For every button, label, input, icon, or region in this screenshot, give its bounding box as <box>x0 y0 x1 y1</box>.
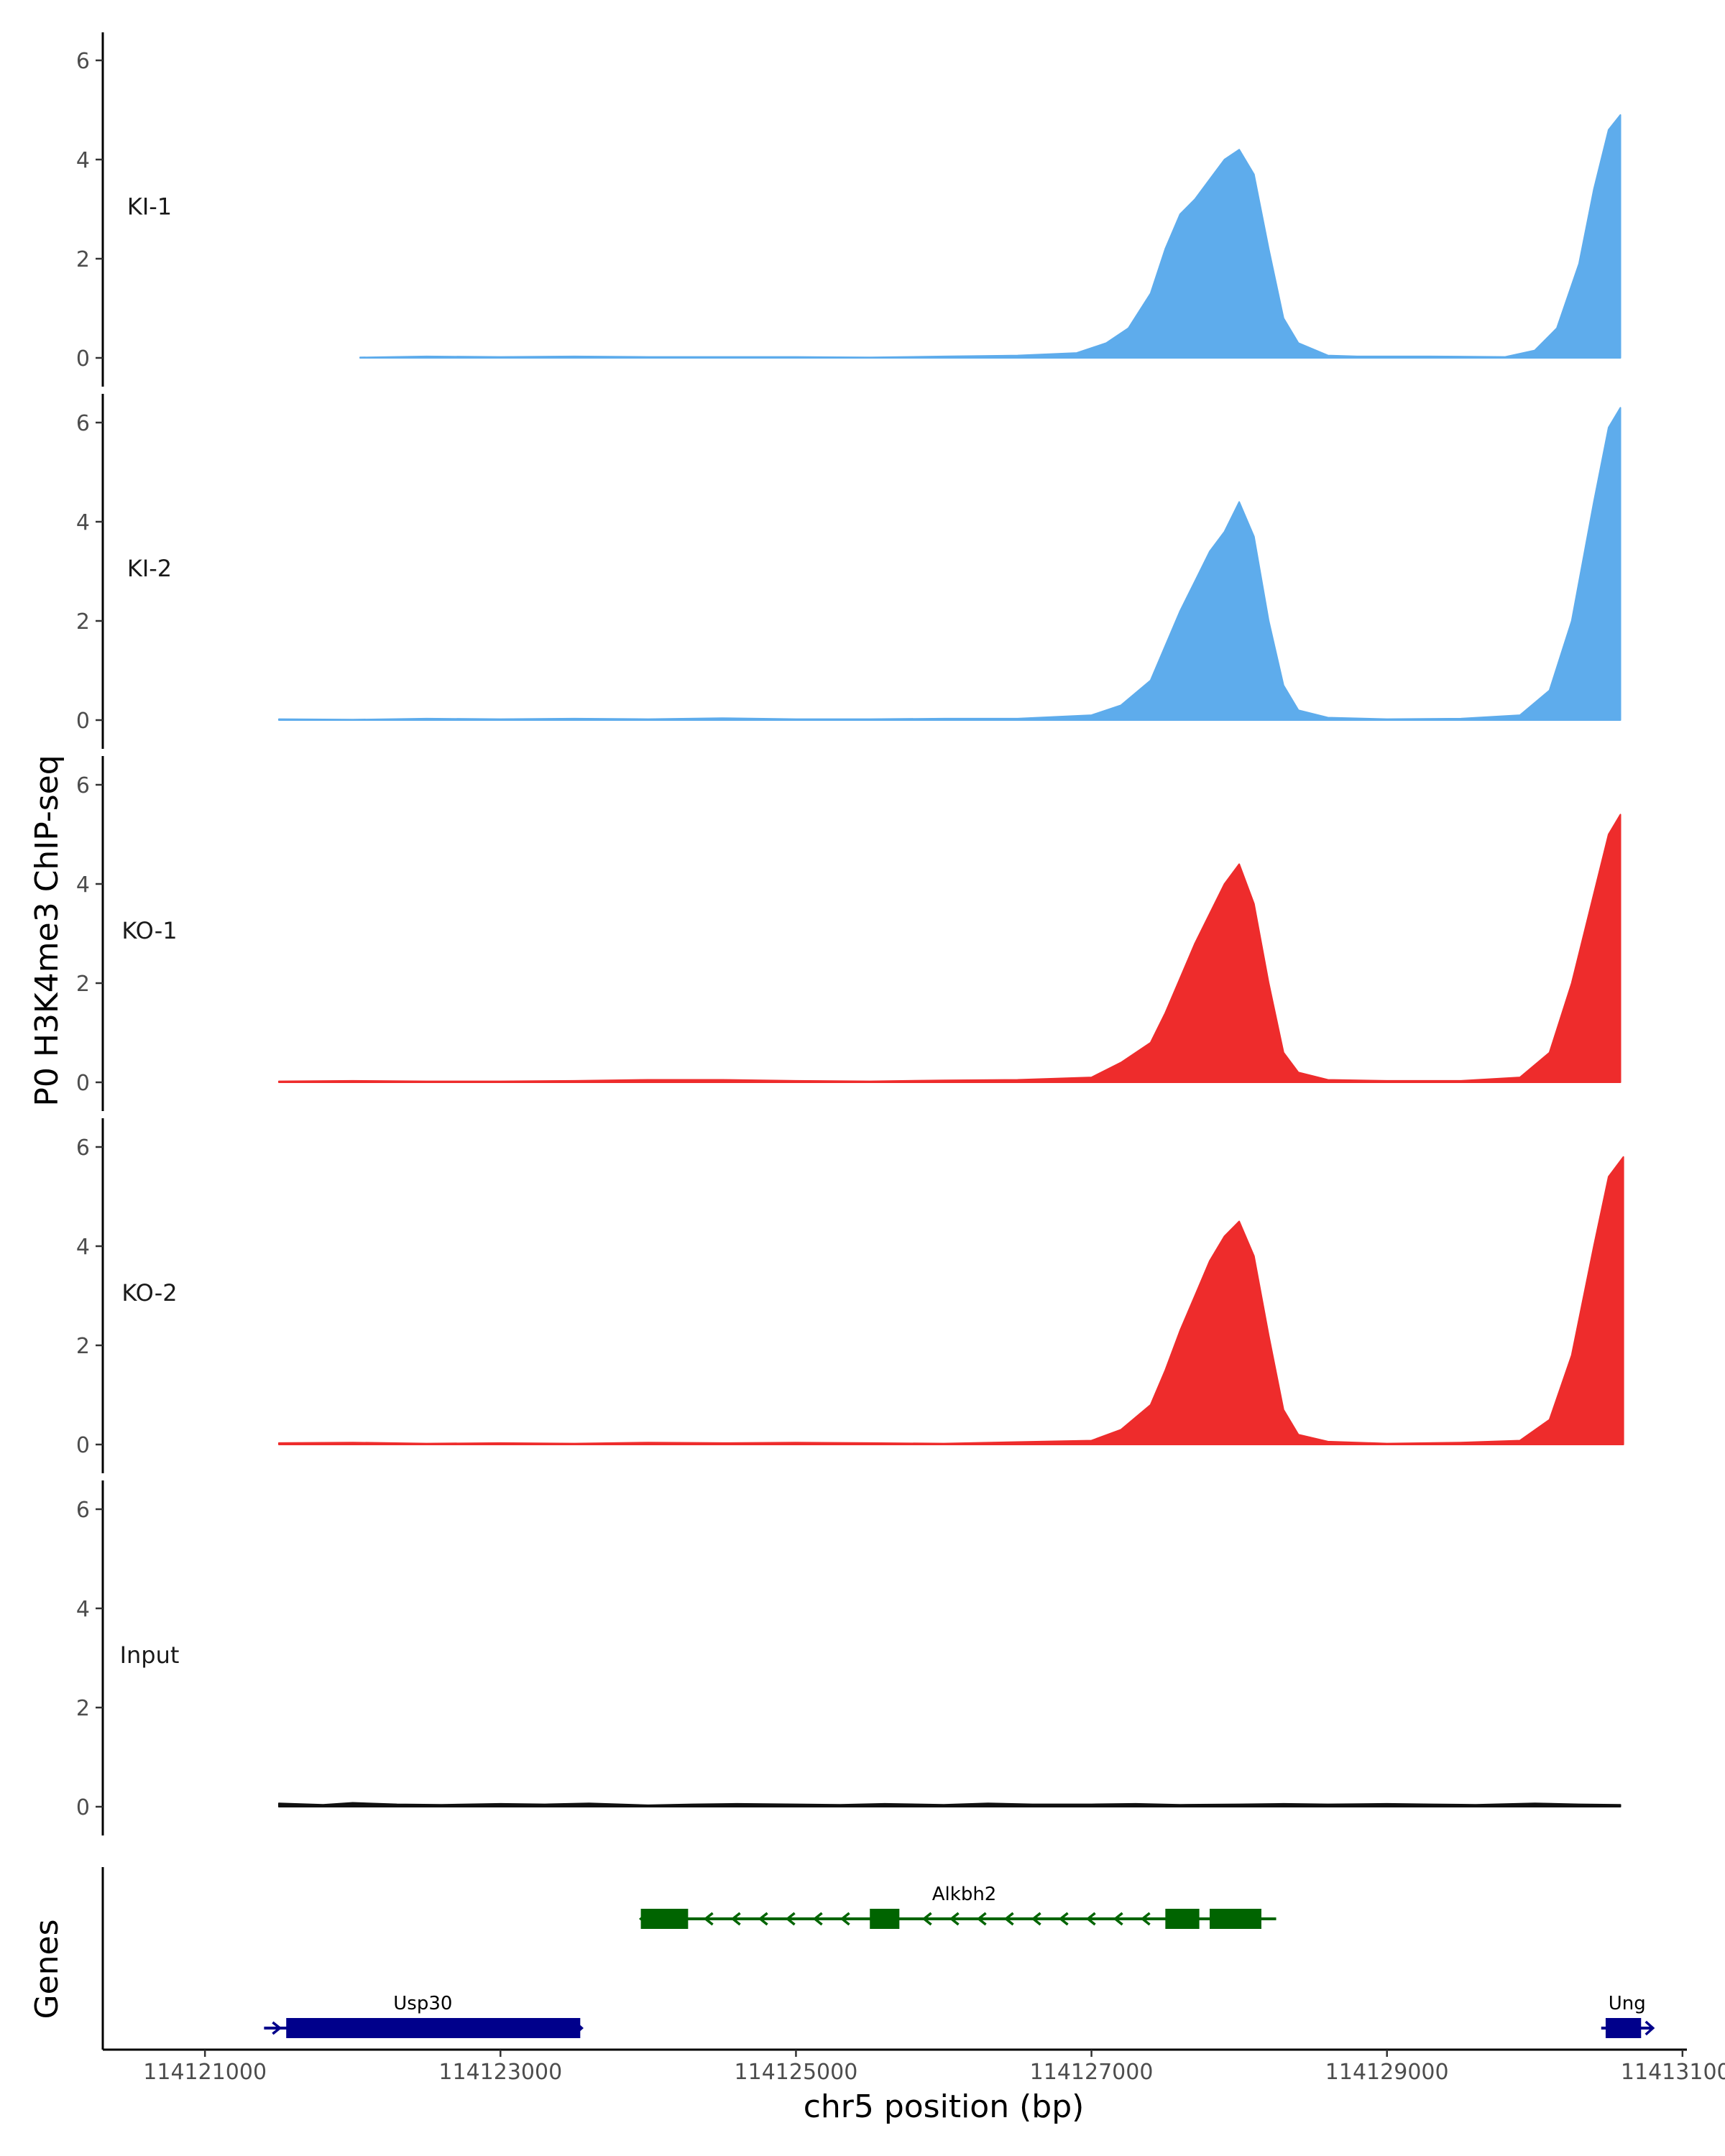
strand-arrow <box>1644 2020 1655 2036</box>
strand-arrow <box>1085 1912 1096 1926</box>
y-tick-label: 0 <box>76 1071 90 1096</box>
signal-area <box>278 407 1622 721</box>
strand-arrow <box>785 1912 796 1926</box>
signal-tracks: 0 2 4 6 KI-1 0 2 4 6 KI-2 0 2 4 6 KO-1 0 2 4 6 KO-2 0 2 4 6 Inpu… <box>76 32 1624 1835</box>
strand-arrow <box>1003 1912 1014 1926</box>
genes-track: Alkbh2 Usp30 Ung <box>101 1867 1655 2050</box>
strand-arrow <box>1113 1912 1123 1926</box>
y-tick-label: 6 <box>76 1498 90 1523</box>
signal-area <box>278 814 1622 1083</box>
signal-area <box>278 1802 1622 1807</box>
strand-arrow <box>921 1912 932 1926</box>
y-tick-label: 4 <box>76 1597 90 1622</box>
strand-arrow <box>730 1912 741 1926</box>
strand-arrow <box>703 1912 714 1926</box>
y-tick-label: 2 <box>76 1696 90 1721</box>
y-tick-label: 2 <box>76 972 90 997</box>
y-tick-label: 4 <box>76 1235 90 1260</box>
gene-exon <box>1605 2018 1642 2038</box>
y-tick-label: 0 <box>76 346 90 372</box>
x-tick-label: 114127000 <box>1030 2060 1154 2085</box>
gene-label: Usp30 <box>393 1993 452 2014</box>
track-label: KO-2 <box>121 1279 177 1307</box>
y-tick-label: 2 <box>76 1334 90 1359</box>
gene-exon <box>1210 1909 1261 1929</box>
signal-area <box>278 1156 1624 1445</box>
y-tick-label: 0 <box>76 1795 90 1820</box>
strand-arrow <box>840 1912 850 1926</box>
strand-arrow <box>758 1912 768 1926</box>
y-tick-label: 6 <box>76 49 90 74</box>
x-tick-label: 114129000 <box>1325 2060 1449 2085</box>
strand-arrow <box>1058 1912 1069 1926</box>
y-tick-label: 2 <box>76 609 90 635</box>
gene-alkbh2: Alkbh2 <box>638 1884 1276 1929</box>
y-tick-label: 4 <box>76 510 90 535</box>
gene-exon <box>1165 1909 1200 1929</box>
gene-exon <box>286 2018 581 2038</box>
y-tick-label: 0 <box>76 1433 90 1458</box>
track-label: KI-1 <box>127 193 172 221</box>
track-ko-2: 0 2 4 6 KO-2 <box>76 1118 1624 1473</box>
y-tick-label: 4 <box>76 148 90 173</box>
y-tick-label: 2 <box>76 247 90 272</box>
strand-arrow <box>272 2021 282 2035</box>
genes-axis-title: Genes <box>29 1919 65 2019</box>
y-tick-label: 6 <box>76 1135 90 1161</box>
track-label: KI-2 <box>127 555 172 582</box>
track-input: 0 2 4 6 Input <box>76 1480 1622 1835</box>
strand-arrow <box>1031 1912 1041 1926</box>
y-tick-label: 4 <box>76 872 90 898</box>
signal-area <box>359 114 1622 359</box>
x-tick-label: 114123000 <box>438 2060 562 2085</box>
strand-arrow <box>949 1912 960 1926</box>
x-axis-title: chr5 position (bp) <box>804 2088 1085 2125</box>
y-tick-label: 0 <box>76 709 90 734</box>
track-ko-1: 0 2 4 6 KO-1 <box>76 756 1622 1111</box>
strand-arrow <box>1140 1912 1151 1926</box>
track-label: KO-1 <box>121 917 177 944</box>
y-tick-label: 6 <box>76 411 90 436</box>
gene-exon <box>870 1909 900 1929</box>
gene-label: Ung <box>1609 1993 1646 2014</box>
gene-label: Alkbh2 <box>932 1884 997 1905</box>
x-tick-label: 114121000 <box>143 2060 267 2085</box>
track-ki-2: 0 2 4 6 KI-2 <box>76 394 1622 749</box>
x-axis: 114121000 114123000 114125000 114127000 1141… <box>103 2048 1725 2085</box>
y-axis-title: P0 H3K4me3 ChIP-seq <box>29 755 65 1106</box>
y-tick-label: 6 <box>76 773 90 798</box>
track-label: Input <box>120 1641 180 1669</box>
gene-ung: Ung <box>1601 1993 1655 2038</box>
gene-exon <box>640 1909 689 1929</box>
track-ki-1: 0 2 4 6 KI-1 <box>76 32 1622 387</box>
x-tick-label: 114131000 <box>1621 2060 1725 2085</box>
gene-usp30: Usp30 <box>264 1993 584 2038</box>
strand-arrow <box>812 1912 823 1926</box>
strand-arrow <box>976 1912 987 1926</box>
x-tick-label: 114125000 <box>735 2060 858 2085</box>
